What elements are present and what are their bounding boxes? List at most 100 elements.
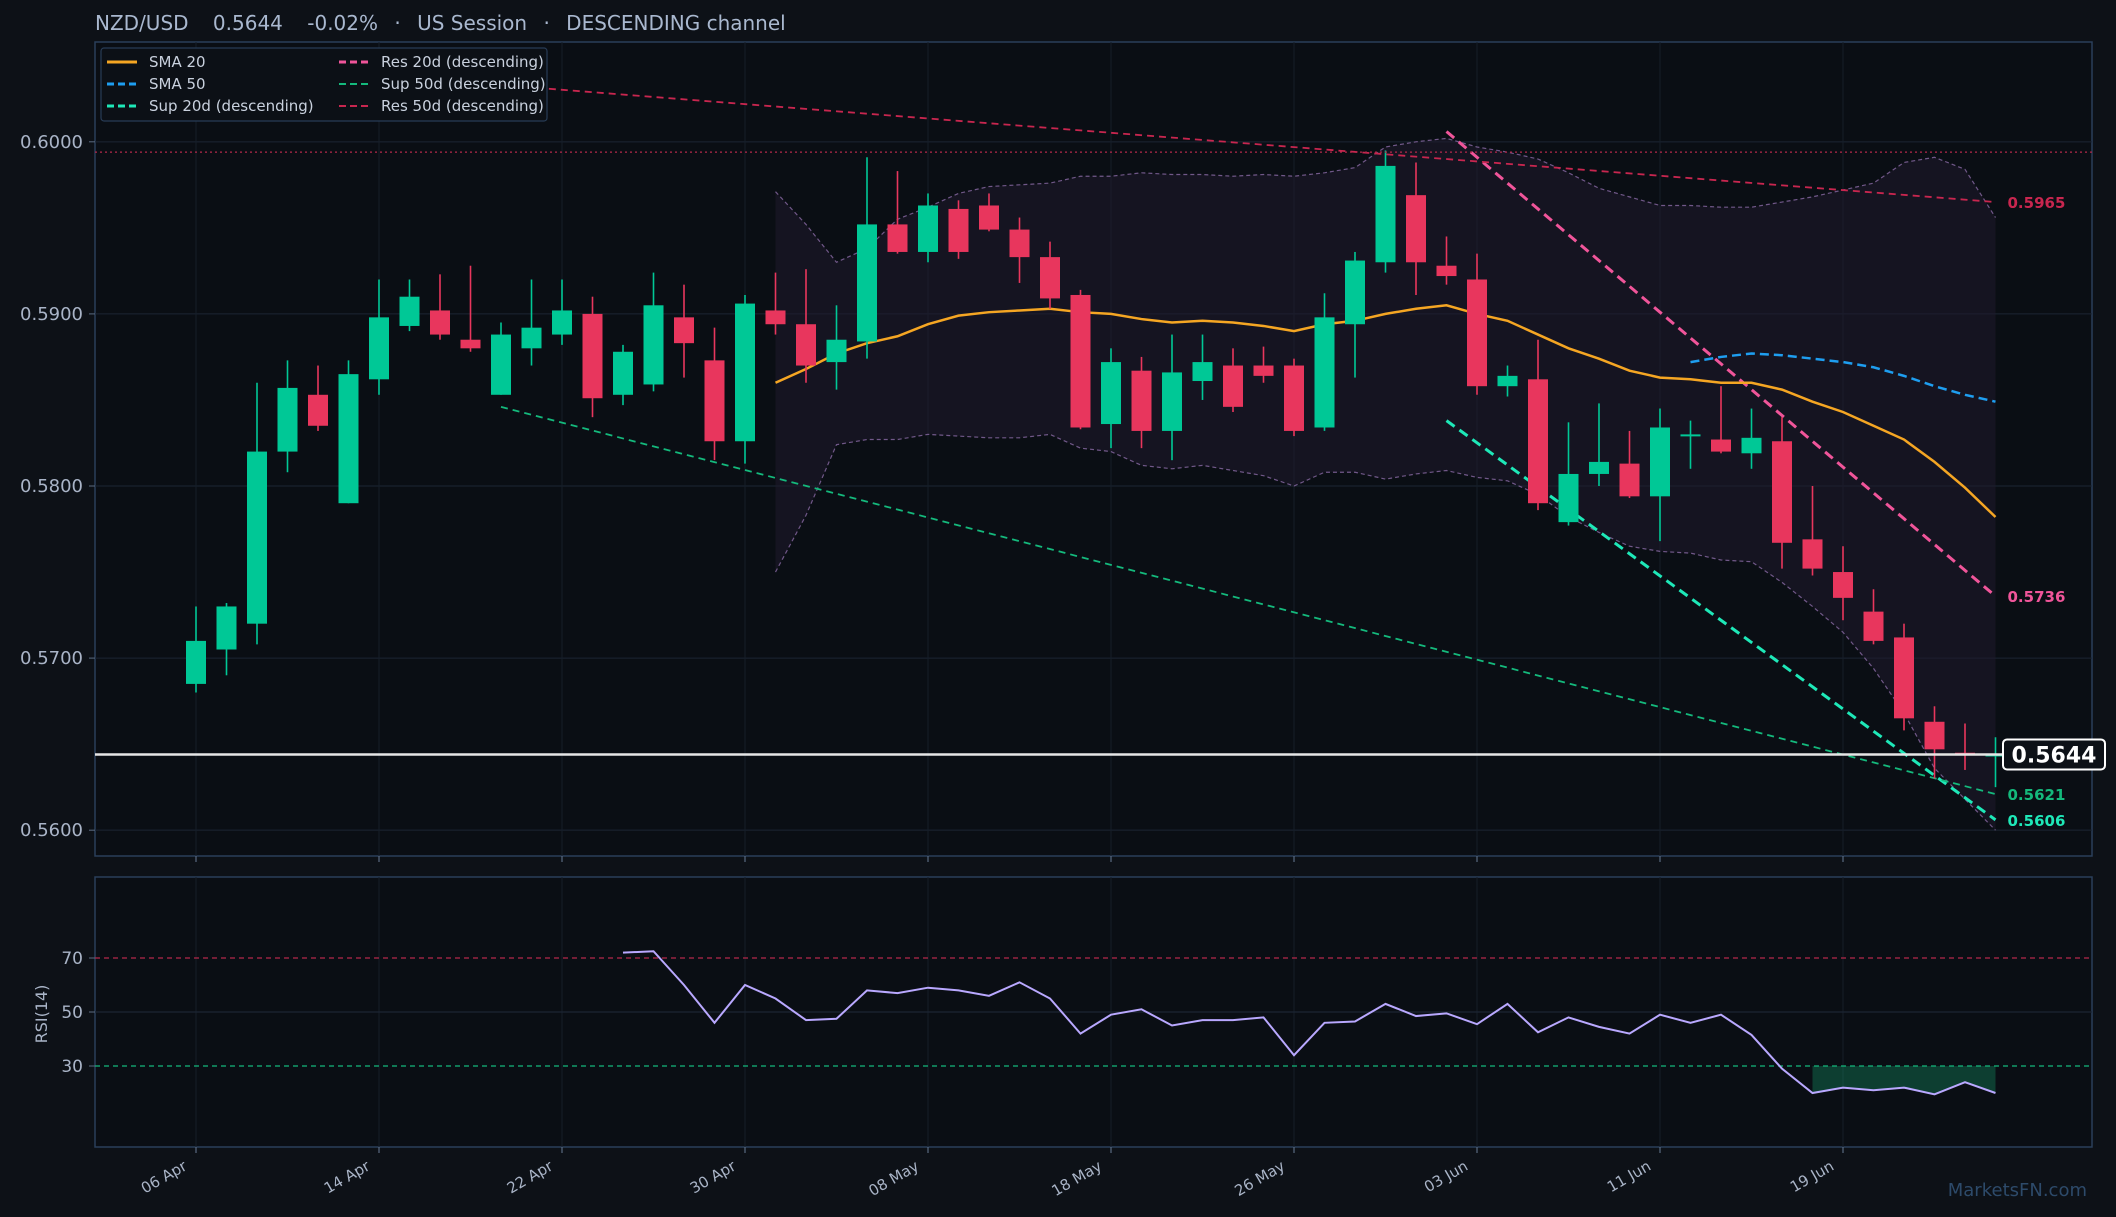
candle-down bbox=[1406, 162, 1426, 295]
candle-body bbox=[1131, 370, 1152, 431]
candle-up bbox=[643, 272, 664, 392]
legend-label-sup20: Sup 20d (descending) bbox=[149, 97, 314, 115]
trendline-sup50 bbox=[500, 405, 1996, 795]
candle-body bbox=[1070, 294, 1091, 428]
candle-body bbox=[1314, 317, 1335, 428]
candle-down bbox=[1802, 486, 1823, 576]
candle-down bbox=[1223, 348, 1243, 412]
price-y-tick-label: 0.5800 bbox=[20, 476, 83, 497]
price-y-axis: 0.5600 0.5700 0.5800 0.5900 0.6000 bbox=[20, 132, 95, 841]
price-y-tick-label: 0.5900 bbox=[20, 304, 83, 325]
candle-down bbox=[704, 327, 725, 461]
candle-down bbox=[1833, 546, 1853, 621]
candle-body bbox=[1406, 195, 1426, 263]
candle-down bbox=[1131, 356, 1152, 449]
candle-body bbox=[1711, 439, 1731, 452]
candle-up bbox=[826, 305, 847, 390]
trendline-value-label: 0.5621 bbox=[2008, 786, 2066, 804]
candle-down bbox=[1253, 346, 1274, 383]
candle-down bbox=[1863, 589, 1884, 645]
candle-body bbox=[338, 374, 359, 504]
rsi-axis-label: RSI(14) bbox=[32, 985, 51, 1044]
candle-body bbox=[491, 334, 511, 395]
candle-body bbox=[1345, 260, 1365, 325]
price-label: 0.5644 bbox=[213, 11, 283, 35]
candle-up bbox=[1650, 408, 1670, 542]
candle-down bbox=[1711, 386, 1731, 454]
candle-down bbox=[430, 274, 450, 340]
candle-body bbox=[887, 224, 908, 252]
candle-body bbox=[674, 317, 694, 344]
candle-body bbox=[704, 360, 725, 442]
candle-body bbox=[826, 339, 847, 363]
trendline-res50 bbox=[500, 84, 1996, 203]
candle-body bbox=[796, 324, 816, 366]
candle-up bbox=[216, 603, 237, 676]
rsi-indicator bbox=[622, 950, 1996, 1096]
current-price-label: 0.5644 bbox=[2012, 743, 2097, 768]
candle-down bbox=[948, 200, 969, 259]
chart-header: NZD/USD 0.5644 -0.02% · US Session · DES… bbox=[95, 11, 786, 35]
candle-up bbox=[186, 606, 206, 693]
candle-body bbox=[1894, 637, 1914, 719]
candle-body bbox=[1772, 441, 1792, 543]
candle-up bbox=[1345, 251, 1365, 378]
trendline-value-label: 0.5606 bbox=[2008, 812, 2066, 830]
separator-2: · bbox=[543, 11, 549, 35]
candle-down bbox=[1070, 289, 1091, 430]
candle-body bbox=[552, 310, 572, 335]
candle-up bbox=[491, 322, 511, 395]
candle-body bbox=[216, 606, 237, 650]
candle-body bbox=[399, 296, 420, 326]
sma20-line bbox=[774, 304, 1997, 518]
rsi-y-tick-label: 70 bbox=[61, 949, 83, 969]
current-price-badge bbox=[2002, 738, 2106, 771]
candle-down bbox=[1284, 358, 1304, 437]
rsi-line bbox=[622, 950, 1996, 1096]
candle-body bbox=[1040, 257, 1060, 299]
candle-down bbox=[460, 265, 481, 352]
candle-down bbox=[1894, 623, 1914, 731]
rsi-y-tick-label: 30 bbox=[61, 1057, 83, 1077]
candle-body bbox=[1650, 427, 1670, 497]
candle-body bbox=[430, 310, 450, 335]
trendline-value-label: 0.5965 bbox=[2008, 194, 2066, 212]
candle-body bbox=[1497, 375, 1518, 387]
candle-body bbox=[1467, 279, 1487, 387]
candle-body bbox=[979, 205, 999, 230]
candle-up bbox=[1558, 422, 1579, 526]
candle-down bbox=[1619, 430, 1640, 499]
candle-up bbox=[857, 157, 877, 359]
symbol-label: NZD/USD bbox=[95, 11, 189, 35]
sma50-line bbox=[1690, 352, 1996, 403]
candle-body bbox=[1863, 611, 1884, 641]
trendline-res20 bbox=[1445, 130, 1997, 598]
candle-up bbox=[369, 279, 389, 395]
legend-label-sup50: Sup 50d (descending) bbox=[381, 75, 546, 93]
candle-up bbox=[1741, 408, 1762, 469]
candle-body bbox=[1924, 721, 1945, 750]
candle-up bbox=[735, 294, 755, 464]
candle-body bbox=[1284, 365, 1304, 431]
candle-down bbox=[979, 193, 999, 232]
candle-up bbox=[1375, 150, 1396, 273]
candle-down bbox=[1528, 339, 1548, 511]
candle-down bbox=[765, 272, 786, 335]
candle-down bbox=[1467, 253, 1487, 395]
watermark: MarketsFN.com bbox=[1948, 1180, 2087, 1201]
candle-up bbox=[1162, 334, 1182, 461]
session-label: US Session bbox=[417, 11, 527, 35]
candle-body bbox=[857, 224, 877, 342]
candle-up bbox=[613, 344, 633, 406]
candle-up bbox=[399, 279, 420, 332]
change-label: -0.02% bbox=[307, 11, 378, 35]
candle-up bbox=[338, 360, 359, 504]
candle-body bbox=[1223, 365, 1243, 407]
candle-body bbox=[1741, 437, 1762, 454]
candle-up bbox=[1497, 365, 1518, 397]
candlesticks bbox=[186, 150, 2006, 788]
candle-down bbox=[887, 171, 908, 254]
legend-label-res20: Res 20d (descending) bbox=[381, 53, 544, 71]
candle-body bbox=[948, 208, 969, 252]
